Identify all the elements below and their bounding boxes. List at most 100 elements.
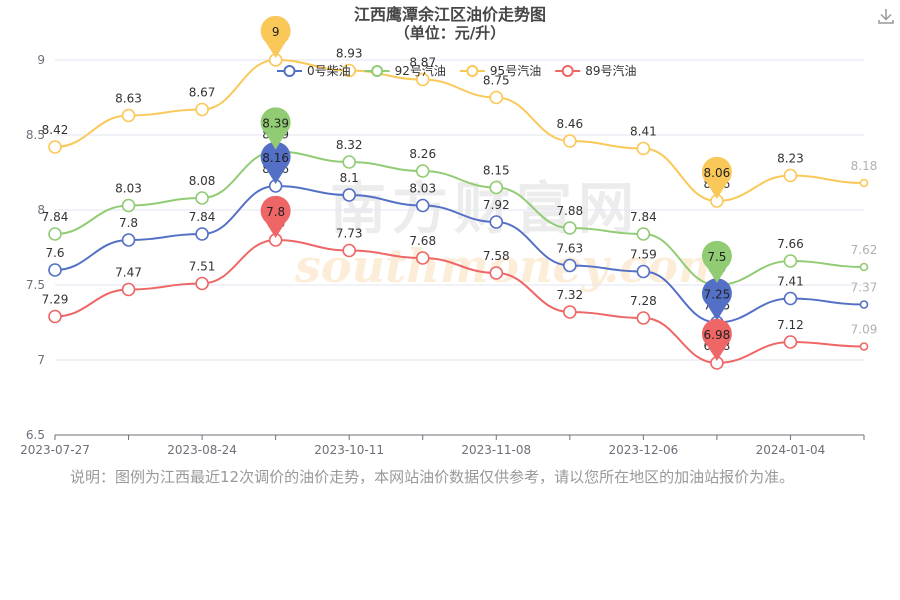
data-point xyxy=(783,254,798,268)
data-point xyxy=(489,266,504,280)
data-point xyxy=(489,215,504,229)
data-label: 7.51 xyxy=(189,260,216,274)
data-label: 7.6 xyxy=(45,246,64,260)
x-tick-label: 2023-08-24 xyxy=(167,443,237,457)
legend-label: 92号汽油 xyxy=(395,63,446,78)
data-label: 8.15 xyxy=(483,164,510,178)
data-point xyxy=(563,221,577,235)
pin-shape xyxy=(260,107,291,150)
data-label: 7.66 xyxy=(777,237,804,251)
data-point xyxy=(636,311,651,325)
data-label: 7.68 xyxy=(409,234,436,248)
data-point xyxy=(48,263,62,277)
data-point xyxy=(489,180,504,195)
data-point xyxy=(195,191,209,205)
marker-pin: 7.5 xyxy=(701,240,732,283)
chart-subtitle: （单位：元/升） xyxy=(395,24,505,42)
data-labels-layer: 7.6 7.8 7.84 8.16 8.1 8.03 7.92 7.63 7.59 7.25 7.4… xyxy=(42,36,878,353)
data-point xyxy=(342,63,356,78)
data-point xyxy=(783,335,798,349)
data-point xyxy=(563,305,577,319)
download-icon[interactable] xyxy=(876,6,896,26)
legend-item: 0号柴油 xyxy=(277,64,351,78)
legend-item: 92号汽油 xyxy=(364,63,446,78)
legend-label: 89号汽油 xyxy=(585,63,636,78)
pin-shape xyxy=(701,278,732,321)
legend-marker xyxy=(466,65,479,77)
data-point xyxy=(121,108,136,123)
data-point xyxy=(342,155,356,169)
data-label: 8.08 xyxy=(189,174,216,188)
data-label: 7.32 xyxy=(556,288,583,302)
pin-shape xyxy=(260,141,291,184)
data-label: 8.23 xyxy=(777,152,804,166)
data-label: 7.37 xyxy=(851,281,878,295)
data-point xyxy=(859,178,869,188)
data-label: 7.41 xyxy=(777,275,804,289)
pin-label: 9 xyxy=(272,25,280,39)
data-point xyxy=(636,141,651,156)
marker-pin: 8.39 xyxy=(260,107,291,150)
data-label: 7.73 xyxy=(336,227,363,241)
legend-label: 95号汽油 xyxy=(490,63,541,78)
x-tick-label: 2023-07-27 xyxy=(20,443,90,457)
data-label: 8.67 xyxy=(189,86,216,100)
data-label: 8.41 xyxy=(630,125,657,139)
y-tick-label: 8.5 xyxy=(26,128,45,142)
y-tick-label: 6.5 xyxy=(26,428,45,442)
data-label: 7.62 xyxy=(851,243,878,257)
data-point xyxy=(342,188,356,202)
pin-label: 7.25 xyxy=(704,288,731,302)
pin-label: 6.98 xyxy=(704,328,731,342)
data-label: 7.84 xyxy=(42,210,69,224)
data-point xyxy=(121,233,136,247)
data-label: 7.63 xyxy=(556,242,583,256)
legend-item: 89号汽油 xyxy=(555,63,636,78)
data-label: 8.46 xyxy=(556,117,583,131)
data-point xyxy=(195,102,209,117)
pin-label: 8.16 xyxy=(262,151,289,165)
data-label: 8.03 xyxy=(409,182,436,196)
marker-pin: 6.98 xyxy=(701,318,732,361)
data-label: 8.18 xyxy=(851,159,878,173)
data-label: 8.63 xyxy=(115,92,142,106)
data-label: 7.84 xyxy=(189,210,216,224)
legend-label: 0号柴油 xyxy=(307,64,351,78)
data-label: 7.28 xyxy=(630,294,657,308)
data-label: 8.26 xyxy=(409,147,436,161)
data-point xyxy=(415,251,430,265)
pin-shape xyxy=(260,195,291,238)
pin-shape xyxy=(701,156,732,199)
data-point xyxy=(415,198,430,213)
data-point xyxy=(121,282,136,297)
data-point xyxy=(415,72,430,87)
svg-text:southmoney.com: southmoney.com xyxy=(294,239,727,293)
data-label: 7.8 xyxy=(119,216,138,230)
data-label: 7.09 xyxy=(851,323,878,337)
chart-note: 说明：图例为江西最近12次调价的油价走势，本网站油价数据仅供参考，请以您所在地区… xyxy=(70,468,795,486)
pin-label: 7.8 xyxy=(266,205,285,219)
data-label: 7.59 xyxy=(630,248,657,262)
data-point xyxy=(48,140,62,154)
data-point xyxy=(195,276,209,291)
marker-pin: 9 xyxy=(260,15,291,58)
pin-label: 7.5 xyxy=(707,250,726,264)
data-point xyxy=(783,168,798,183)
data-label: 7.58 xyxy=(483,249,510,263)
marker-pin: 7.8 xyxy=(260,195,291,238)
legend-marker xyxy=(371,65,384,77)
data-point xyxy=(636,264,651,279)
x-tick-label: 2023-10-11 xyxy=(314,443,384,457)
legend-item: 95号汽油 xyxy=(459,63,541,78)
data-label: 8.87 xyxy=(409,56,436,70)
legend-marker xyxy=(561,65,574,77)
data-label: 7.47 xyxy=(115,266,142,280)
marker-pin: 7.25 xyxy=(701,278,732,321)
y-axis: 6.5 7 7.5 8 8.5 9 xyxy=(26,53,45,442)
data-point xyxy=(415,164,430,178)
data-label: 8.32 xyxy=(336,138,363,152)
data-label: 8.75 xyxy=(483,74,510,88)
data-label: 8.03 xyxy=(115,182,142,196)
x-axis: 2023-07-27 2023-08-24 2023-10-11 2023-11-08… xyxy=(20,434,865,457)
